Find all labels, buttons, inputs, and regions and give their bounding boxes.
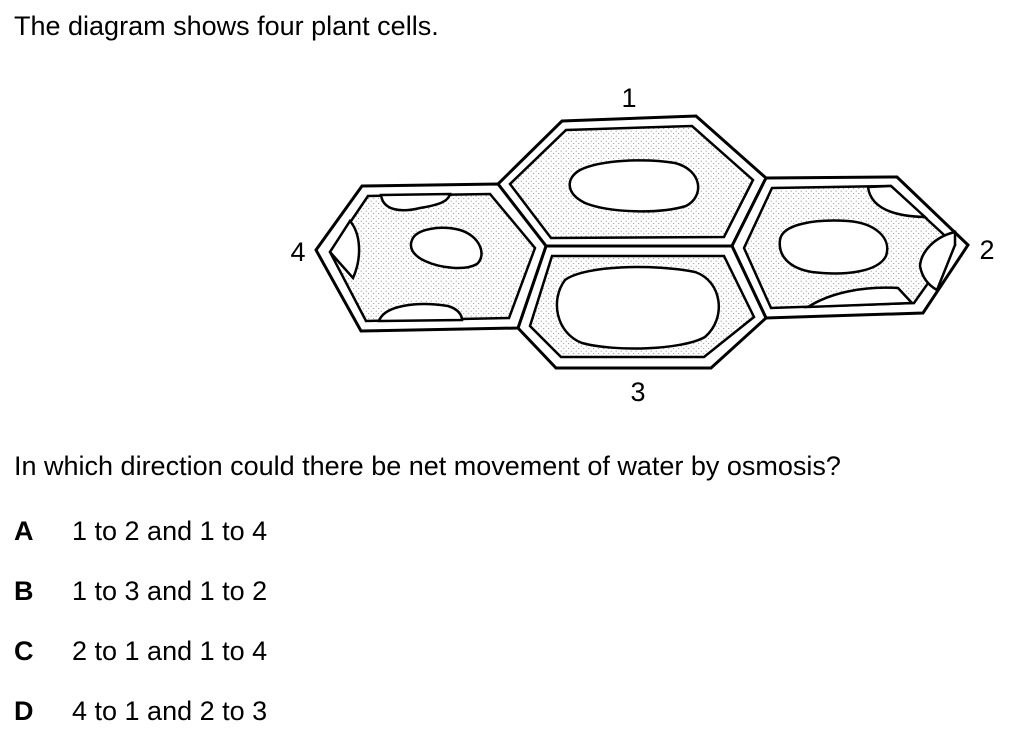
cell-2 [730,175,970,320]
option-letter: A [14,516,34,546]
cell-2-vacuole [778,219,889,275]
cell-2-pocket-bottom [803,286,915,309]
option-letter: D [14,696,34,726]
answer-option-a[interactable]: A 1 to 2 and 1 to 4 [14,514,267,548]
cell-label-1: 1 [621,83,636,113]
option-text: 4 to 1 and 2 to 3 [72,696,268,726]
plant-cells-diagram: 1 2 3 4 [290,83,994,407]
option-text: 2 to 1 and 1 to 4 [72,636,268,666]
question-prompt: In which direction could there be net mo… [14,451,841,481]
cell-2-pocket-right [918,230,957,292]
option-letter: C [14,636,34,666]
answer-option-d[interactable]: D 4 to 1 and 2 to 3 [14,694,267,728]
cell-label-4: 4 [290,237,305,267]
cell-2-pocket-top [866,184,929,219]
option-text: 1 to 2 and 1 to 4 [72,516,268,546]
question-intro: The diagram shows four plant cells. [14,11,439,41]
cell-1 [495,114,768,248]
cell-label-2: 2 [979,235,994,265]
option-letter: B [14,576,34,606]
cell-3-vacuole [555,265,721,350]
cell-3 [516,244,768,370]
cell-4-pocket-top [379,192,452,212]
cell-label-3: 3 [630,377,645,407]
option-text: 1 to 3 and 1 to 2 [72,576,268,606]
cell-1-vacuole [568,159,700,213]
cell-4-vacuole [409,226,483,270]
cell-4-pocket-bottom [377,302,464,323]
answer-option-c[interactable]: C 2 to 1 and 1 to 4 [14,634,267,668]
cell-4 [314,182,548,333]
answer-option-b[interactable]: B 1 to 3 and 1 to 2 [14,574,267,608]
cell-4-pocket-left [328,218,361,281]
